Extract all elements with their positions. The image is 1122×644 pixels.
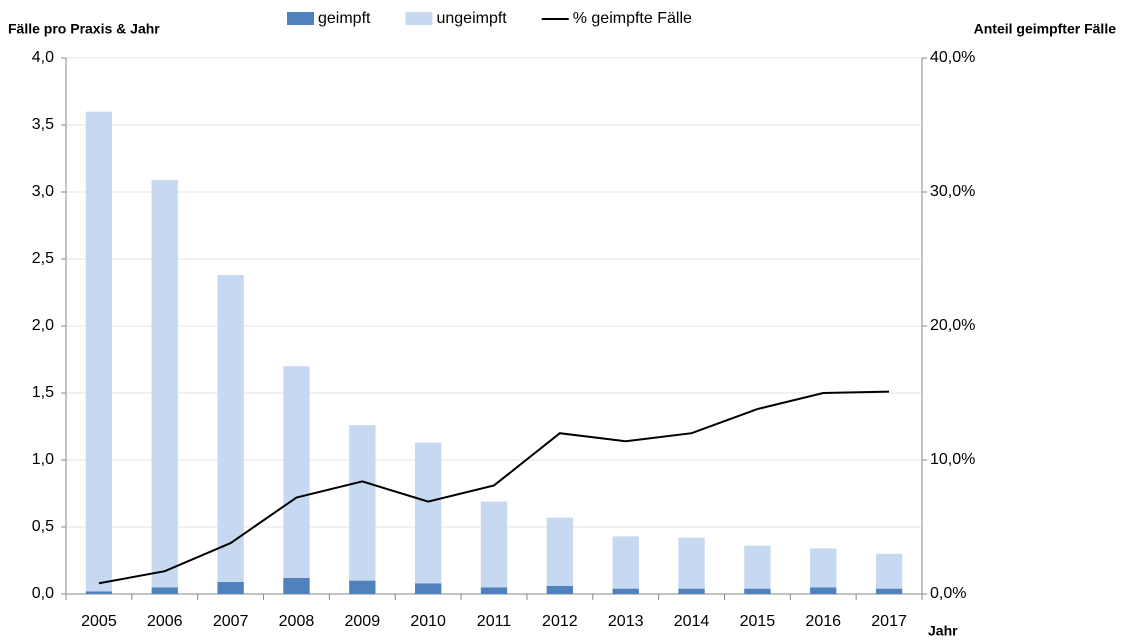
line <box>98 390 890 585</box>
x-tick-label: 2010 <box>410 613 446 630</box>
bar <box>414 583 442 594</box>
y2-tick-label: 30,0% <box>930 183 975 200</box>
y2-tick-label: 20,0% <box>930 317 975 334</box>
x-tick-label: 2005 <box>81 613 117 630</box>
x-tick-label: 2014 <box>674 613 710 630</box>
bar <box>85 591 113 594</box>
y2-tick-label: 40,0% <box>930 49 975 66</box>
y-tick-label: 4,0 <box>32 49 54 66</box>
x-tick-label: 2017 <box>871 613 907 630</box>
x-tick-label: 2011 <box>477 613 512 630</box>
x-tick-label: 2006 <box>147 613 183 630</box>
y-tick-label: 3,5 <box>32 116 54 133</box>
bar <box>480 501 508 588</box>
y-tick-label: 0,0 <box>32 585 54 602</box>
legend-label: ungeimpft <box>436 10 507 27</box>
x-tick-label: 2016 <box>805 613 841 630</box>
legend-label: geimpft <box>318 10 371 27</box>
bar <box>612 588 639 594</box>
bar <box>151 587 178 594</box>
bar <box>744 588 771 594</box>
bar <box>414 442 442 584</box>
bar <box>480 587 508 594</box>
x-tick-label: 2007 <box>213 613 249 630</box>
y-tick-label: 1,5 <box>32 384 54 401</box>
bar <box>546 585 574 594</box>
y-axis-title: Fälle pro Praxis & Jahr <box>8 21 160 37</box>
x-axis-title: Jahr <box>928 623 958 639</box>
bar <box>810 587 837 594</box>
x-tick-label: 2009 <box>345 613 381 630</box>
bar <box>217 581 244 594</box>
x-tick-label: 2015 <box>740 613 776 630</box>
y2-tick-label: 10,0% <box>930 451 975 468</box>
bar <box>151 179 178 588</box>
x-tick-label: 2012 <box>542 613 578 630</box>
bar <box>283 577 310 594</box>
y-tick-label: 1,0 <box>32 451 54 468</box>
bar <box>283 366 310 578</box>
bar <box>875 553 903 589</box>
bar <box>678 537 705 589</box>
y-tick-label: 2,0 <box>32 317 54 334</box>
legend-label: % geimpfte Fälle <box>573 10 692 27</box>
bar <box>810 548 837 588</box>
bar <box>349 425 376 581</box>
y2-axis-title: Anteil geimpfter Fälle <box>974 21 1117 37</box>
bar <box>744 545 771 589</box>
x-tick-label: 2008 <box>279 613 315 630</box>
legend-swatch <box>405 12 433 25</box>
y-tick-label: 3,0 <box>32 183 54 200</box>
y2-tick-label: 0,0% <box>930 585 966 602</box>
bar <box>678 588 705 594</box>
y-tick-label: 2,5 <box>32 250 54 267</box>
bar <box>546 517 574 586</box>
bar <box>349 580 376 594</box>
legend-swatch <box>287 12 314 25</box>
bar <box>875 588 903 594</box>
bar <box>217 275 244 582</box>
y-tick-label: 0,5 <box>32 518 54 535</box>
bar <box>85 111 113 592</box>
x-tick-label: 2013 <box>608 613 644 630</box>
bar <box>612 536 639 589</box>
